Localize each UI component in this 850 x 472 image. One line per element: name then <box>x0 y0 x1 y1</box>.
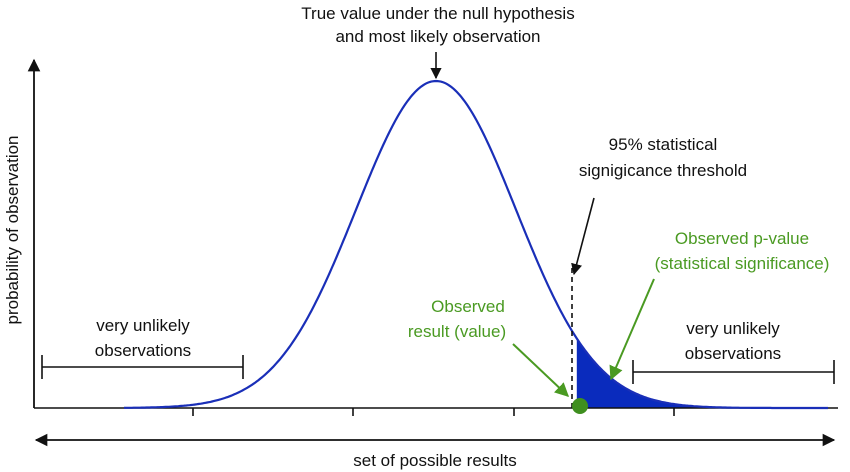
observed-pointer-arrow <box>512 343 570 397</box>
left-tail-range-bracket <box>41 355 244 379</box>
p-value-shaded-area <box>576 338 828 408</box>
x-axis-label: set of possible results <box>353 451 516 470</box>
y-axis-label: probability of observation <box>3 135 22 324</box>
threshold-label-line1: 95% statistical <box>609 135 718 154</box>
observed-label-line2: result (value) <box>408 322 506 341</box>
right-tail-label-line1: very unlikely <box>686 319 780 338</box>
pvalue-label-line1: Observed p-value <box>675 229 809 248</box>
threshold-label-line2: signigicance threshold <box>579 161 747 180</box>
pvalue-label-line2: (statistical significance) <box>655 254 830 273</box>
left-tail-label-line1: very unlikely <box>96 316 190 335</box>
normal-distribution-curve <box>124 79 828 410</box>
right-tail-label-line2: observations <box>685 344 781 363</box>
peak-label-line2: and most likely observation <box>335 27 540 46</box>
observed-label-line1: Observed <box>431 297 505 316</box>
pvalue-pointer-arrow <box>609 278 655 381</box>
left-tail-label-line2: observations <box>95 341 191 360</box>
right-tail-range-bracket <box>632 360 835 384</box>
threshold-pointer-arrow <box>571 197 595 276</box>
observed-result-marker <box>572 398 588 414</box>
peak-label-line1: True value under the null hypothesis <box>301 4 574 23</box>
